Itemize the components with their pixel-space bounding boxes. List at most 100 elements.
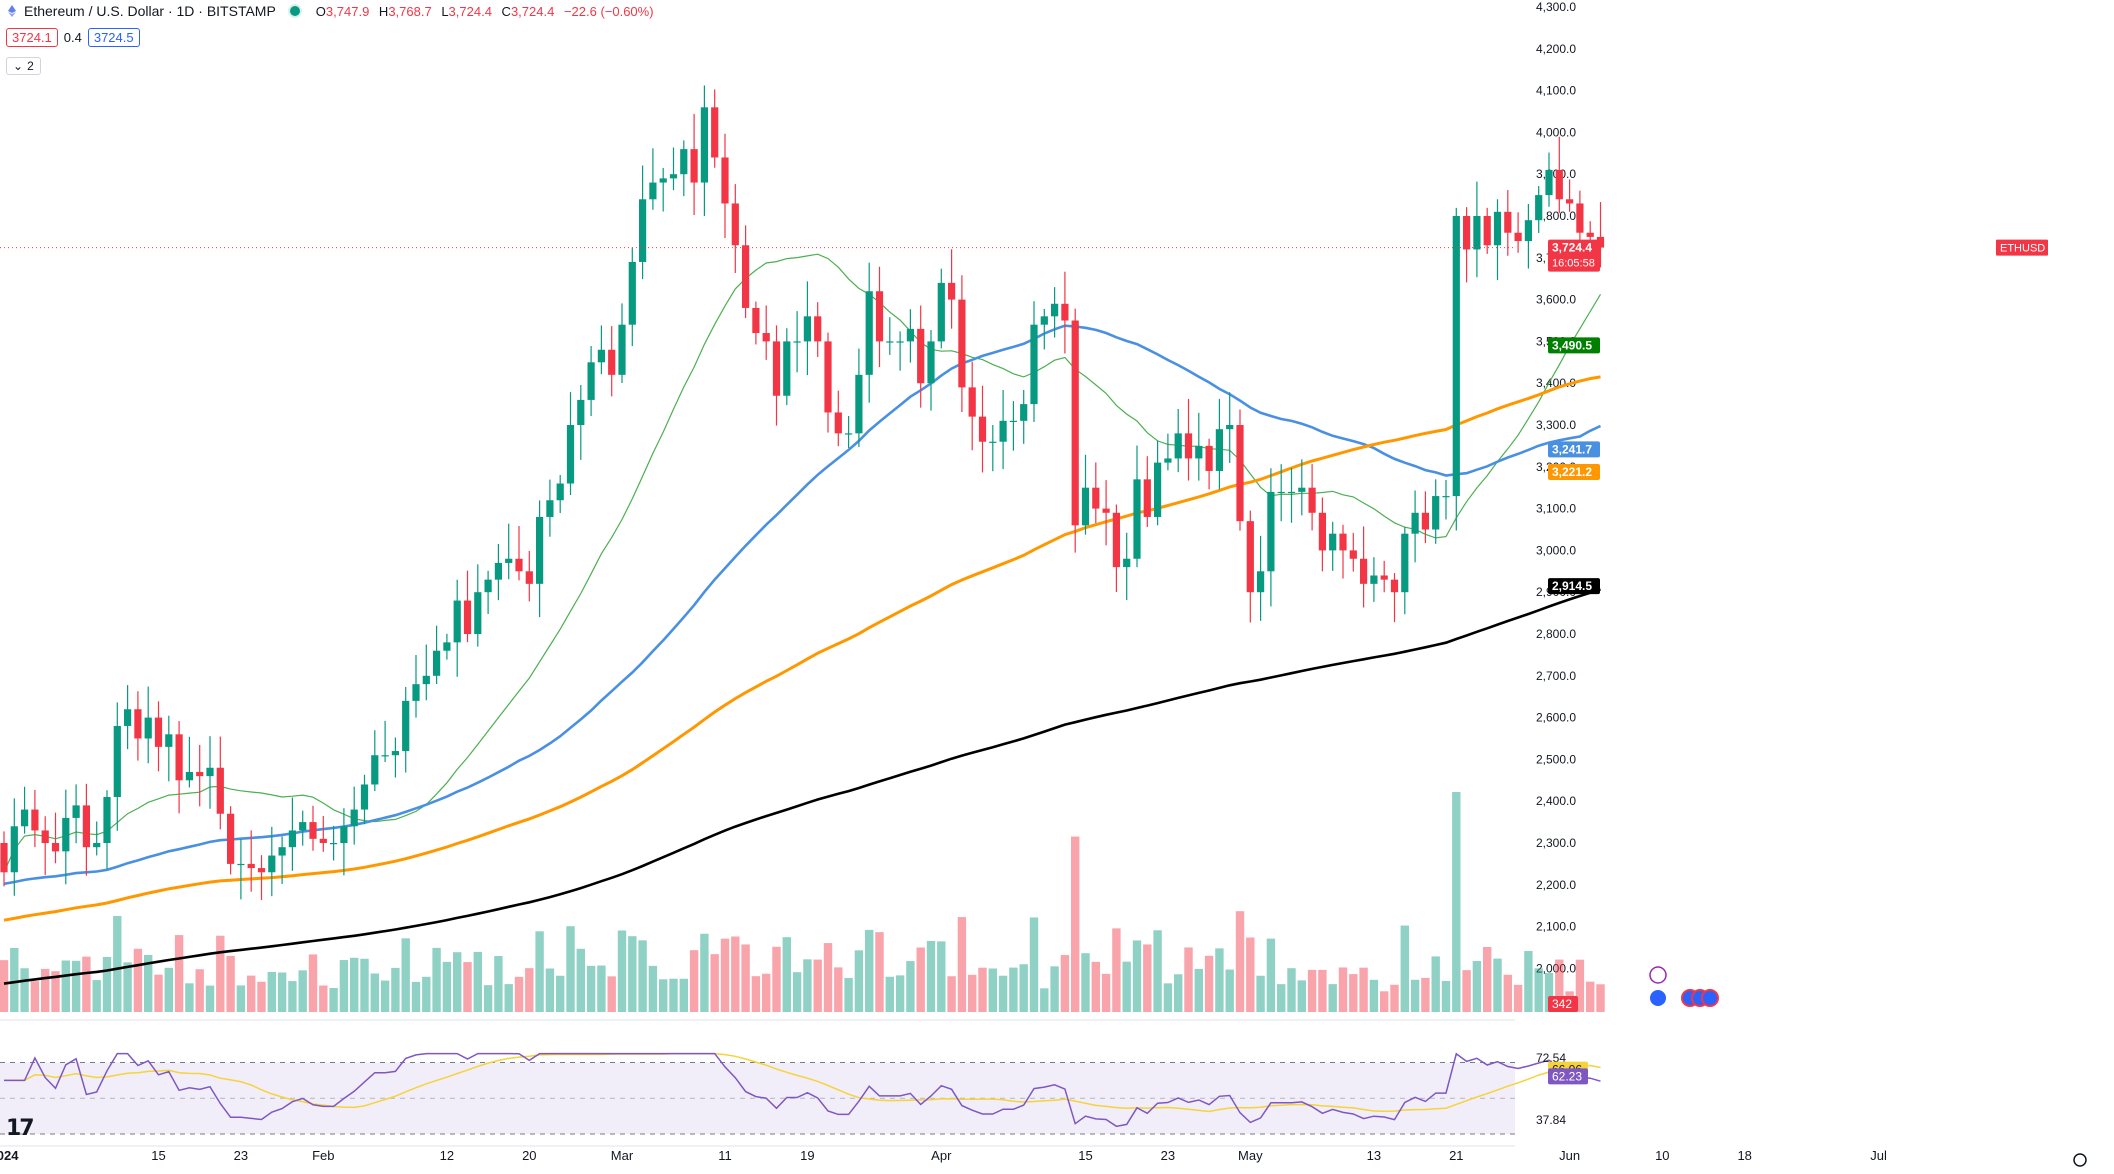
candle-body [1267, 491, 1275, 572]
price-tick-label: 2,700.0 [1536, 669, 1576, 683]
volume-bar [586, 965, 596, 1012]
volume-bar [844, 977, 853, 1012]
volume-bar [432, 947, 441, 1012]
candle-body [1586, 232, 1594, 237]
price-tick-label: 2,800.0 [1536, 627, 1576, 641]
price-tick-label: 3,000.0 [1536, 543, 1576, 557]
volume-bar [236, 985, 246, 1012]
candle-body [1040, 316, 1048, 325]
volume-bar [1586, 981, 1595, 1012]
candle-body [1339, 533, 1347, 551]
candle-body [906, 328, 914, 342]
candle-body [1308, 487, 1316, 513]
volume-bar [1225, 969, 1234, 1012]
candle-body [1246, 521, 1254, 593]
candle-body [1329, 533, 1337, 551]
candle-body [165, 734, 173, 747]
volume-bar [689, 950, 699, 1012]
rsi-label-text: 62.23 [1552, 1069, 1582, 1083]
candle-body [433, 650, 441, 676]
candle-body [309, 822, 317, 839]
rsi-line [4, 1052, 1601, 1128]
volume-bar [1410, 979, 1420, 1012]
rsi-label-box [1548, 1068, 1588, 1085]
gear-icon [2073, 1153, 2087, 1167]
candle-body [1020, 404, 1028, 421]
volume-bar [916, 947, 925, 1012]
ma-fast-line [3, 253, 1602, 873]
volume-bar [1081, 953, 1090, 1012]
volume-bar [247, 975, 256, 1012]
volume-bar [1483, 946, 1492, 1012]
candle-body [803, 316, 811, 342]
time-tick-label: 2024 [0, 1148, 19, 1163]
volume-bar [875, 932, 884, 1012]
volume-bar [648, 965, 658, 1012]
candle-body [1411, 512, 1419, 534]
volume-bar [391, 967, 400, 1012]
volume-bar [1534, 968, 1543, 1012]
candle-body [463, 600, 472, 634]
candle-body [144, 717, 152, 739]
volume-label-box [1548, 996, 1578, 1012]
volume-bar [20, 968, 29, 1012]
candle-body [1463, 216, 1471, 250]
rsi-axis-label: 37.84 [1536, 1113, 1566, 1127]
candle-body [1360, 558, 1368, 584]
candle-body [669, 174, 678, 179]
volume-bar [360, 958, 369, 1012]
candle-body [1164, 458, 1172, 463]
candle-body [319, 838, 327, 843]
volume-bar [834, 967, 843, 1012]
volume-bar [792, 972, 802, 1012]
candle-body [783, 341, 791, 396]
candle-body [855, 374, 863, 434]
candle-body [474, 592, 482, 634]
candle-body [711, 107, 719, 158]
price-tick-label: 2,200.0 [1536, 878, 1576, 892]
rsi-ma-line [4, 1052, 1601, 1113]
price-label-box [1548, 239, 1600, 272]
volume-bar [895, 975, 905, 1012]
volume-bar [10, 947, 19, 1012]
volume-bar [1390, 984, 1399, 1012]
symbol-title[interactable]: Ethereum / U.S. Dollar · 1D · BITSTAMP [24, 3, 276, 19]
candle-body [1205, 445, 1213, 471]
time-tick-label: 20 [522, 1148, 536, 1163]
candle-body [978, 416, 987, 442]
price-label-text: 3,490.5 [1552, 338, 1592, 352]
candle-body [1009, 420, 1017, 423]
time-tick-label: 10 [1655, 1148, 1669, 1163]
price-label-text: 3,221.2 [1552, 465, 1592, 479]
volume-bar [174, 935, 184, 1012]
candle-body [288, 830, 296, 848]
volume-bar [370, 973, 379, 1012]
symbol-tag-text: ETHUSD [2000, 243, 2045, 255]
time-tick-label: 19 [800, 1148, 814, 1163]
volume-bar [1256, 975, 1265, 1012]
volume-bar [988, 968, 997, 1012]
time-tick-label: 11 [718, 1148, 732, 1163]
volume-bar [226, 955, 235, 1012]
volume-bar [1184, 947, 1193, 1012]
buy-price-button[interactable]: 3724.5 [87, 28, 140, 47]
candle-body [31, 809, 39, 831]
volume-bar [957, 917, 967, 1012]
indicators-toggle-button[interactable]: ⌄ 2 [6, 57, 41, 75]
sell-price-button[interactable]: 3724.1 [6, 28, 58, 47]
ma-100-line [3, 375, 1601, 922]
volume-bar [978, 967, 987, 1012]
volume-bar [0, 960, 9, 1012]
volume-bar [473, 951, 482, 1012]
volume-bar [700, 933, 709, 1012]
volume-bar [566, 926, 575, 1012]
candle-body [628, 261, 636, 325]
volume-bar [638, 940, 647, 1012]
time-tick-label: 23 [1161, 1148, 1175, 1163]
volume-bar [1194, 968, 1203, 1012]
candle-body [752, 307, 760, 334]
volume-bar [937, 941, 946, 1012]
volume-label-text: 342 [1552, 997, 1572, 1011]
